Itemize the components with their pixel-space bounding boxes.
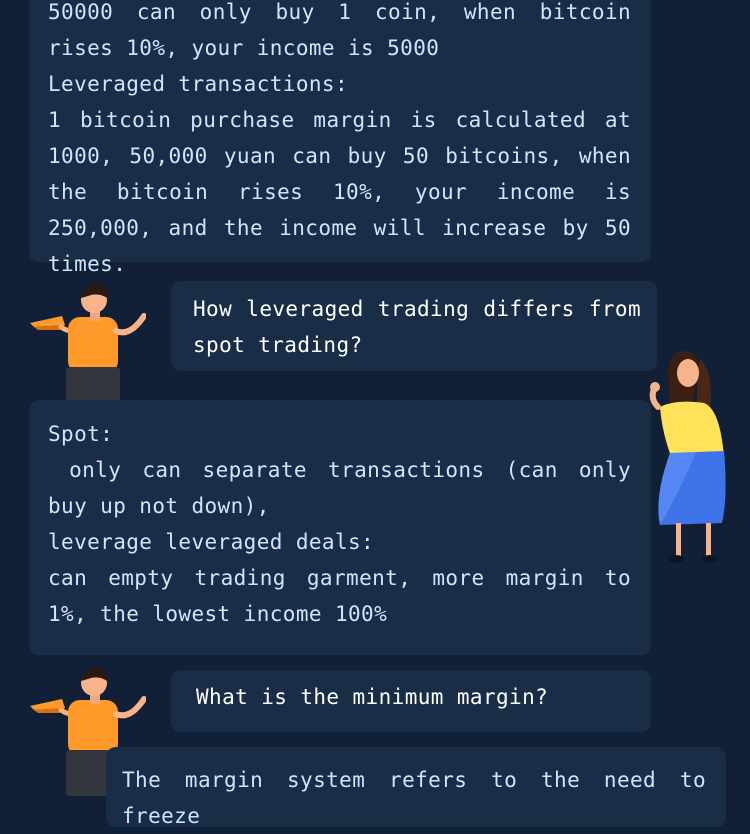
woman-thinking-illustration: [649, 350, 726, 563]
answer-text-line: Leveraged transactions:: [48, 72, 348, 96]
answer-text-line: 50000 can only buy 1 coin, when bitcoin …: [48, 0, 631, 60]
question-text: What is the minimum margin?: [196, 685, 549, 709]
answer-bubble-difference: Spot: only can separate transactions (ca…: [29, 400, 651, 655]
man-pointing-illustration: [30, 667, 146, 796]
question-bubble-minimum-margin: What is the minimum margin?: [171, 670, 651, 732]
man-pointing-illustration: [30, 284, 146, 403]
answer-text-line: leverage leveraged deals:: [48, 530, 375, 554]
answer-text-line: only can separate transactions (can only…: [48, 458, 645, 518]
answer-text-line: can empty trading garment, more margin t…: [48, 566, 631, 626]
question-bubble-difference: How leveraged trading differs from spot …: [171, 281, 657, 371]
answer-text-line: Spot:: [48, 422, 114, 446]
answer-text-line: 1 bitcoin purchase margin is calculated …: [48, 108, 631, 276]
question-text: How leveraged trading differs from spot …: [193, 297, 641, 357]
answer-bubble-margin-system: The margin system refers to the need to …: [106, 747, 726, 828]
answer-bubble-leverage-example: 50000 can only buy 1 coin, when bitcoin …: [29, 0, 651, 276]
answer-text-line: The margin system refers to the need to …: [122, 768, 706, 828]
